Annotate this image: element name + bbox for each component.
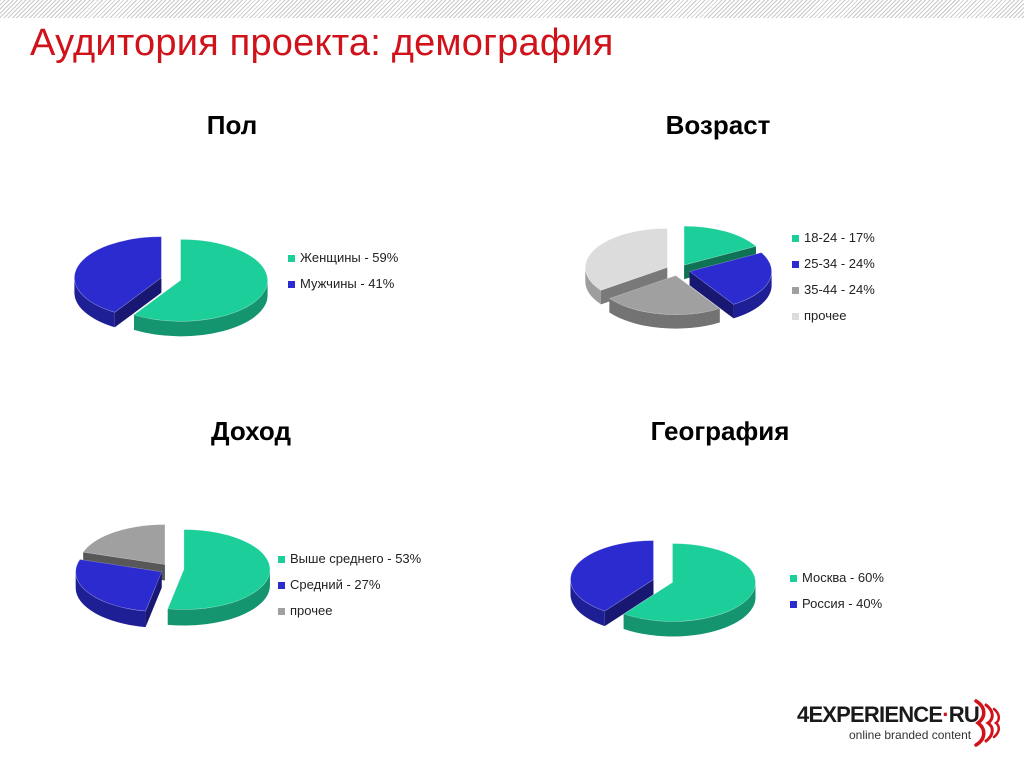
- legend-age: 18-24 - 17% 25-34 - 24% 35-44 - 24% прочее: [792, 230, 912, 334]
- pie-slice-Женщины: [133, 239, 268, 337]
- pie-slice-wall: [600, 267, 668, 305]
- legend-label: 35-44 - 24%: [804, 282, 875, 297]
- pie-slice-rim: [167, 569, 270, 626]
- pie-slice-top: [82, 524, 166, 565]
- pie-slice-top: [585, 228, 668, 291]
- pie-slice-Россия: [570, 540, 654, 627]
- legend-swatch: [792, 287, 799, 294]
- legend-label: прочее: [290, 603, 333, 618]
- legend-gender: Женщины - 59% Мужчины - 41%: [288, 250, 408, 302]
- pie-slice-rim: [570, 579, 605, 627]
- pie-slice-top: [167, 529, 271, 610]
- legend-label: Мужчины - 41%: [300, 276, 395, 291]
- pie-slice-35-44: [608, 275, 721, 329]
- pie-slice-wall: [689, 271, 734, 319]
- pie-slice-rim: [75, 571, 146, 628]
- slide-title: Аудитория проекта: демография: [30, 22, 614, 64]
- pie-slice-top: [683, 225, 757, 266]
- chart-title-geography: География: [650, 416, 790, 446]
- pie-slice-top: [623, 543, 756, 622]
- legend-swatch: [278, 582, 285, 589]
- pie-slice-rim: [133, 280, 268, 337]
- legend-item: прочее: [792, 308, 912, 324]
- pie-slice-top: [688, 252, 772, 305]
- legend-item: 18-24 - 17%: [792, 230, 912, 246]
- legend-swatch: [790, 575, 797, 582]
- pie-slice-Средний: [75, 559, 163, 628]
- pie-slice-Мужчины: [74, 236, 162, 328]
- chart-title-age: Возраст: [665, 110, 771, 140]
- legend-label: Выше среднего - 53%: [290, 551, 422, 566]
- legend-swatch: [288, 255, 295, 262]
- legend-swatch: [278, 608, 285, 615]
- pie-slice-прочее: [585, 228, 668, 305]
- legend-label: Москва - 60%: [802, 570, 884, 585]
- legend-swatch: [792, 261, 799, 268]
- legend-label: 18-24 - 17%: [804, 230, 875, 245]
- legend-label: прочее: [804, 308, 847, 323]
- pie-slice-wall: [604, 579, 654, 627]
- pie-slice-25-34: [688, 252, 772, 319]
- logo-mark-icon: [974, 699, 1000, 747]
- legend-label: Средний - 27%: [290, 577, 381, 592]
- chart-title-gender: Пол: [206, 110, 258, 140]
- pie-slice-top: [608, 275, 721, 315]
- legend-label: Женщины - 59%: [300, 250, 399, 265]
- legend-label: 25-34 - 24%: [804, 256, 875, 271]
- legend-geography: Москва - 60% Россия - 40%: [790, 570, 910, 622]
- legend-swatch: [278, 556, 285, 563]
- legend-swatch: [792, 235, 799, 242]
- legend-income: Выше среднего - 53% Средний - 27% прочее: [278, 551, 448, 629]
- pie-slice-top: [133, 239, 268, 322]
- pie-slice-rim: [585, 267, 601, 305]
- legend-swatch: [792, 313, 799, 320]
- pie-slice-rim: [733, 271, 772, 319]
- pie-slice-rim: [609, 298, 720, 329]
- legend-item: 25-34 - 24%: [792, 256, 912, 272]
- pie-slice-rim: [623, 582, 756, 637]
- pie-slice-top: [74, 236, 162, 313]
- legend-swatch: [790, 601, 797, 608]
- legend-item: Женщины - 59%: [288, 250, 408, 266]
- legend-swatch: [288, 281, 295, 288]
- legend-item: Москва - 60%: [790, 570, 910, 586]
- chart-title-income: Доход: [211, 416, 291, 446]
- company-logo: 4EXPERIENCE·RU online branded content: [797, 699, 1007, 751]
- pie-slice-Москва: [623, 543, 756, 637]
- legend-item: Средний - 27%: [278, 577, 448, 593]
- legend-label: Россия - 40%: [802, 596, 883, 611]
- pie-slice-wall: [114, 277, 162, 328]
- logo-brand: EXPERIENCE: [808, 702, 943, 727]
- logo-tagline: online branded content: [849, 728, 972, 742]
- pie-slice-top: [570, 540, 654, 612]
- logo-prefix: 4: [797, 702, 809, 727]
- pie-slice-Выше среднего: [167, 529, 271, 626]
- logo-wordmark: 4EXPERIENCE·RU: [797, 702, 980, 728]
- pie-slice-top: [75, 559, 163, 612]
- logo-suffix: RU: [948, 702, 980, 727]
- legend-item: 35-44 - 24%: [792, 282, 912, 298]
- legend-item: Выше среднего - 53%: [278, 551, 448, 567]
- legend-item: прочее: [278, 603, 448, 619]
- legend-item: Мужчины - 41%: [288, 276, 408, 292]
- decorative-top-band: [0, 0, 1024, 18]
- logo-dot: ·: [942, 702, 949, 727]
- pie-slice-rim: [74, 277, 115, 328]
- legend-item: Россия - 40%: [790, 596, 910, 612]
